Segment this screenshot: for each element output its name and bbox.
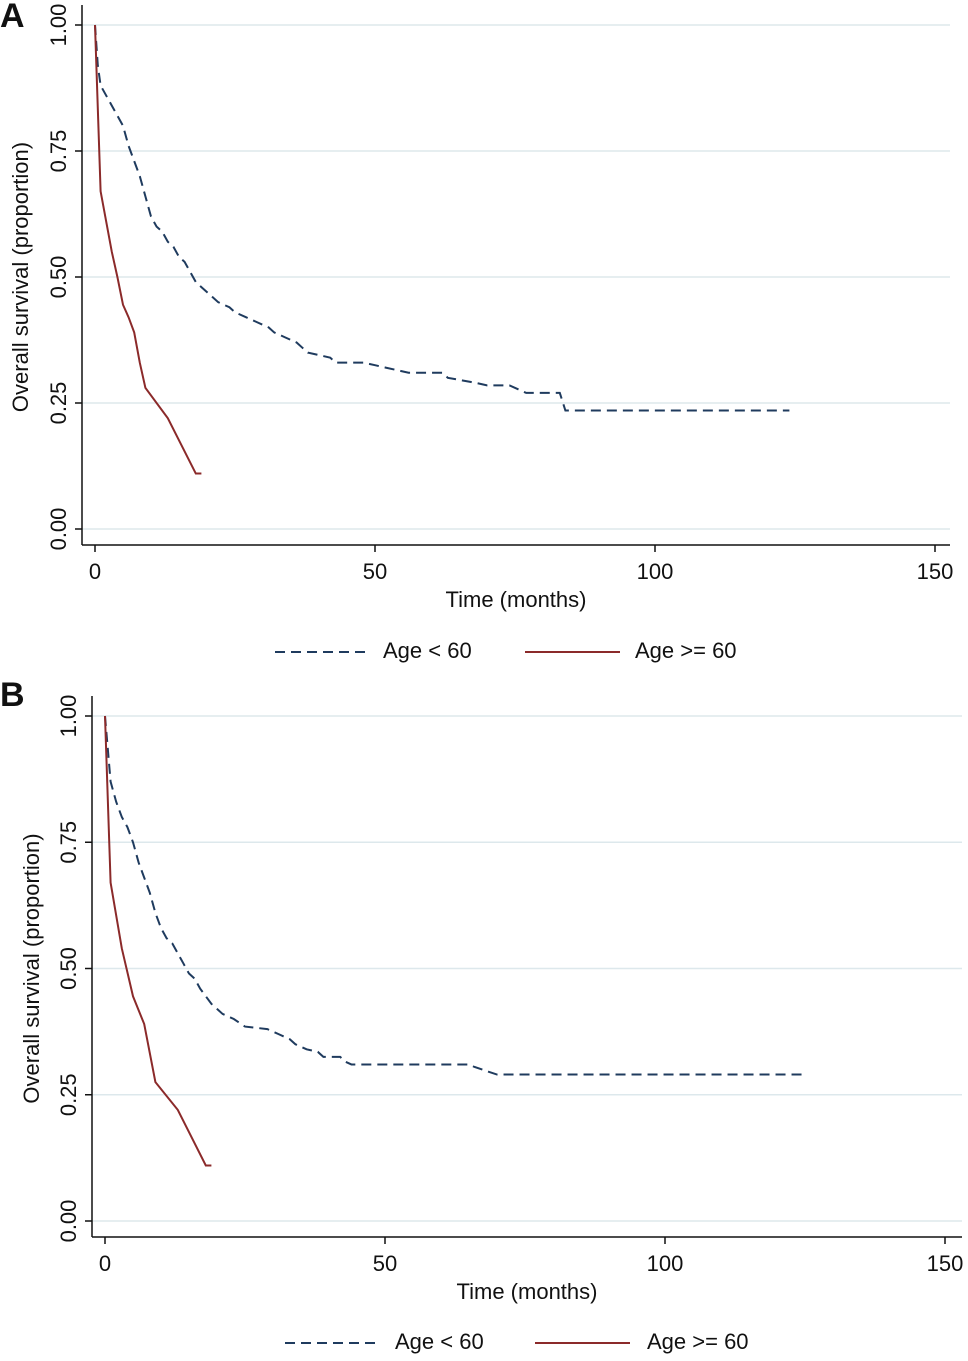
survival-line [94, 24, 202, 475]
survival-line [94, 24, 790, 412]
x-tick-label: 150 [917, 559, 954, 584]
y-tick-label: 0.75 [56, 821, 81, 864]
x-tick-label: 50 [363, 559, 387, 584]
legend-label: Age < 60 [383, 638, 472, 663]
y-tick-label: 1.00 [56, 695, 81, 738]
x-tick-label: 0 [99, 1251, 111, 1276]
survival-line [104, 715, 805, 1076]
x-tick-label: 0 [89, 559, 101, 584]
y-tick-label: 0.50 [46, 256, 71, 299]
y-tick-label: 1.00 [46, 4, 71, 47]
panel-label: B [0, 676, 25, 714]
x-tick-label: 50 [373, 1251, 397, 1276]
panel-label: A [0, 0, 25, 35]
y-tick-label: 0.50 [56, 947, 81, 990]
legend-label: Age < 60 [395, 1329, 484, 1354]
x-tick-label: 100 [647, 1251, 684, 1276]
survival-line [104, 715, 212, 1167]
y-axis-title: Overall survival (proportion) [19, 833, 44, 1103]
x-axis-title: Time (months) [457, 1279, 598, 1304]
y-tick-label: 0.00 [46, 508, 71, 551]
x-tick-label: 100 [637, 559, 674, 584]
x-axis-title: Time (months) [446, 587, 587, 612]
x-tick-label: 150 [927, 1251, 964, 1276]
legend-label: Age >= 60 [635, 638, 737, 663]
y-tick-label: 0.75 [46, 130, 71, 173]
y-tick-label: 0.00 [56, 1200, 81, 1243]
y-tick-label: 0.25 [56, 1073, 81, 1116]
y-axis-title: Overall survival (proportion) [8, 142, 33, 412]
legend-label: Age >= 60 [647, 1329, 749, 1354]
y-tick-label: 0.25 [46, 382, 71, 425]
